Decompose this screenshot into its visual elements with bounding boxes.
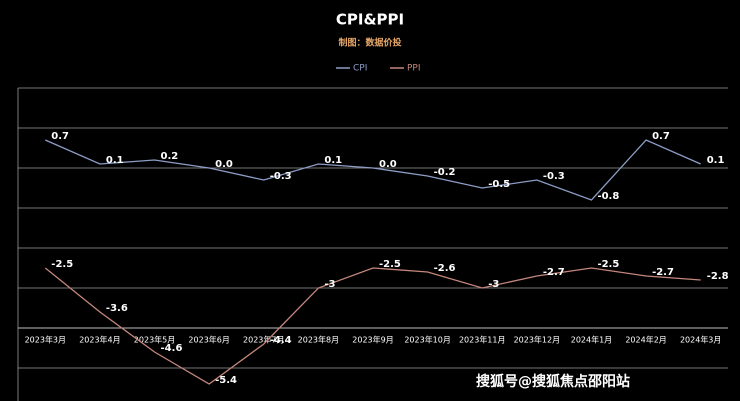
data-label: -3.6 <box>106 303 128 314</box>
x-tick-label: 2023年8月 <box>298 335 339 345</box>
data-label: 0.0 <box>379 159 397 170</box>
data-label: -3 <box>488 279 499 290</box>
watermark: 搜狐号@搜狐焦点邵阳站 <box>476 373 630 390</box>
x-tick-label: 2024年1月 <box>571 335 612 345</box>
x-tick-label: 2023年11月 <box>459 335 506 345</box>
legend-label: CPI <box>353 64 367 74</box>
x-tick-label: 2023年9月 <box>352 335 393 345</box>
data-label: 0.7 <box>51 131 69 142</box>
data-label: -0.3 <box>270 171 292 182</box>
x-tick-label: 2023年12月 <box>514 335 561 345</box>
data-label: 0.2 <box>161 151 179 162</box>
data-label: -0.5 <box>488 179 510 190</box>
data-label: -2.5 <box>51 259 73 270</box>
series-line <box>45 139 701 201</box>
data-label: -3 <box>324 279 335 290</box>
data-label: -2.8 <box>707 271 729 282</box>
data-label: -2.7 <box>543 267 565 278</box>
data-label: -2.5 <box>597 259 619 270</box>
chart-subtitle: 制图：数据价投 <box>338 37 401 49</box>
x-tick-label: 2023年3月 <box>25 335 66 345</box>
data-label: 0.1 <box>106 155 124 166</box>
data-label: -2.6 <box>434 263 456 274</box>
x-tick-label: 2023年5月 <box>134 335 175 345</box>
data-label: 0.7 <box>652 131 670 142</box>
data-label: -0.3 <box>543 171 565 182</box>
data-label: -0.2 <box>434 167 456 178</box>
x-tick-label: 2023年10月 <box>404 335 451 345</box>
data-label: -2.5 <box>379 259 401 270</box>
data-label: 0.0 <box>215 159 233 170</box>
data-label: 0.1 <box>324 155 342 166</box>
series-line <box>44 267 701 385</box>
legend-label: PPI <box>407 64 421 74</box>
chart-title: CPI&PPI <box>336 11 404 29</box>
data-label: -5.4 <box>215 375 237 386</box>
x-tick-label: 2023年6月 <box>188 335 229 345</box>
data-label: -4.6 <box>161 343 183 354</box>
x-tick-label: 2023年4月 <box>79 335 120 345</box>
data-label: -0.8 <box>597 191 619 202</box>
data-label: -4.4 <box>270 335 292 346</box>
x-tick-label: 2023年7月 <box>243 335 284 345</box>
x-tick-label: 2024年3月 <box>680 335 721 345</box>
x-tick-label: 2024年2月 <box>625 335 666 345</box>
data-label: -2.7 <box>652 267 674 278</box>
data-label: 0.1 <box>707 155 725 166</box>
